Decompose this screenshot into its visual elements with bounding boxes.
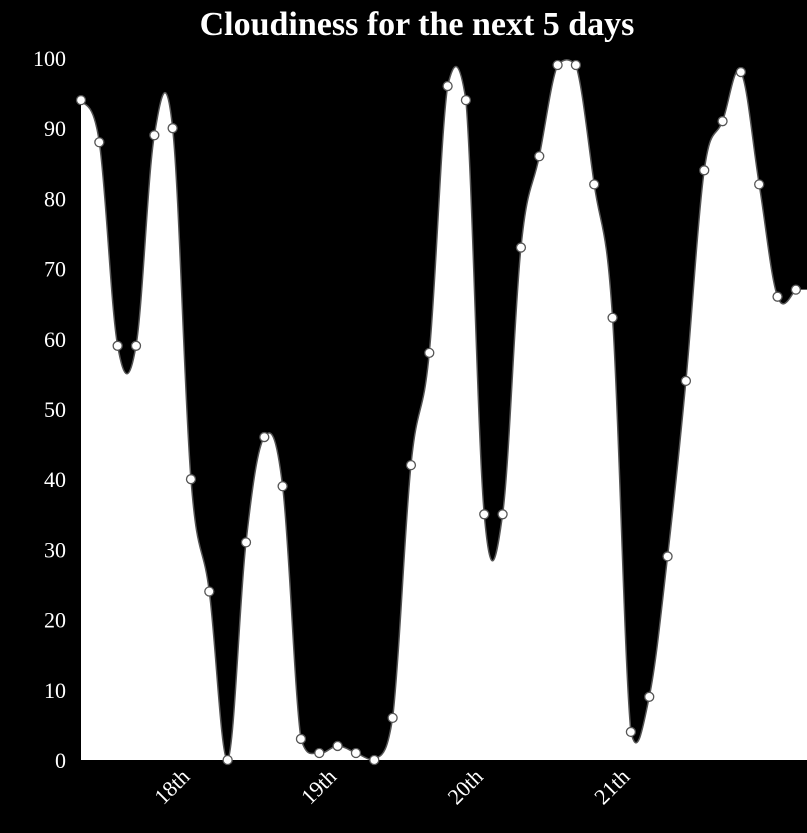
data-point <box>552 59 563 71</box>
data-point <box>259 431 270 443</box>
y-tick-label: 70 <box>44 257 66 282</box>
data-point <box>222 754 233 766</box>
data-point <box>772 291 783 302</box>
data-point <box>717 116 728 127</box>
data-point <box>332 740 343 752</box>
data-point <box>460 94 472 106</box>
data-point <box>240 537 252 548</box>
y-tick-label: 40 <box>44 467 66 492</box>
data-point <box>754 179 765 190</box>
data-point <box>130 340 142 351</box>
data-points <box>75 59 802 766</box>
data-point <box>75 94 87 106</box>
data-point <box>204 586 215 597</box>
data-point <box>570 59 582 71</box>
y-tick-label: 30 <box>44 537 66 562</box>
data-point <box>515 242 527 253</box>
chart-title: Cloudiness for the next 5 days <box>200 6 635 43</box>
cloudiness-area <box>81 59 807 760</box>
data-point <box>405 460 417 471</box>
data-point <box>387 712 398 724</box>
data-point <box>167 123 178 134</box>
y-tick-label: 10 <box>44 678 66 703</box>
data-point <box>790 284 802 295</box>
data-point <box>442 80 453 92</box>
y-tick-label: 0 <box>55 748 66 773</box>
data-point <box>350 747 362 759</box>
y-tick-label: 20 <box>44 608 66 633</box>
y-tick-label: 80 <box>44 186 66 211</box>
data-point <box>94 137 105 148</box>
data-point <box>185 474 197 485</box>
y-tick-label: 50 <box>44 397 66 422</box>
data-point <box>680 375 692 387</box>
data-point <box>644 691 655 702</box>
data-point <box>625 726 637 738</box>
data-point <box>735 66 747 78</box>
data-point <box>424 347 435 358</box>
y-axis: 0 10 20 30 40 50 60 70 80 90 100 <box>33 46 66 773</box>
data-point <box>149 130 160 141</box>
data-point <box>295 733 307 745</box>
data-point <box>607 312 618 323</box>
data-point <box>662 551 673 562</box>
data-point <box>589 179 600 190</box>
data-point <box>277 481 288 492</box>
data-point <box>112 340 123 351</box>
data-point <box>314 747 325 759</box>
data-point <box>534 151 545 162</box>
data-point <box>369 754 380 766</box>
data-point <box>497 509 508 520</box>
y-tick-label: 100 <box>33 46 66 71</box>
data-point <box>699 165 710 176</box>
y-tick-label: 60 <box>44 327 66 352</box>
y-tick-label: 90 <box>44 116 66 141</box>
data-point <box>479 509 490 520</box>
